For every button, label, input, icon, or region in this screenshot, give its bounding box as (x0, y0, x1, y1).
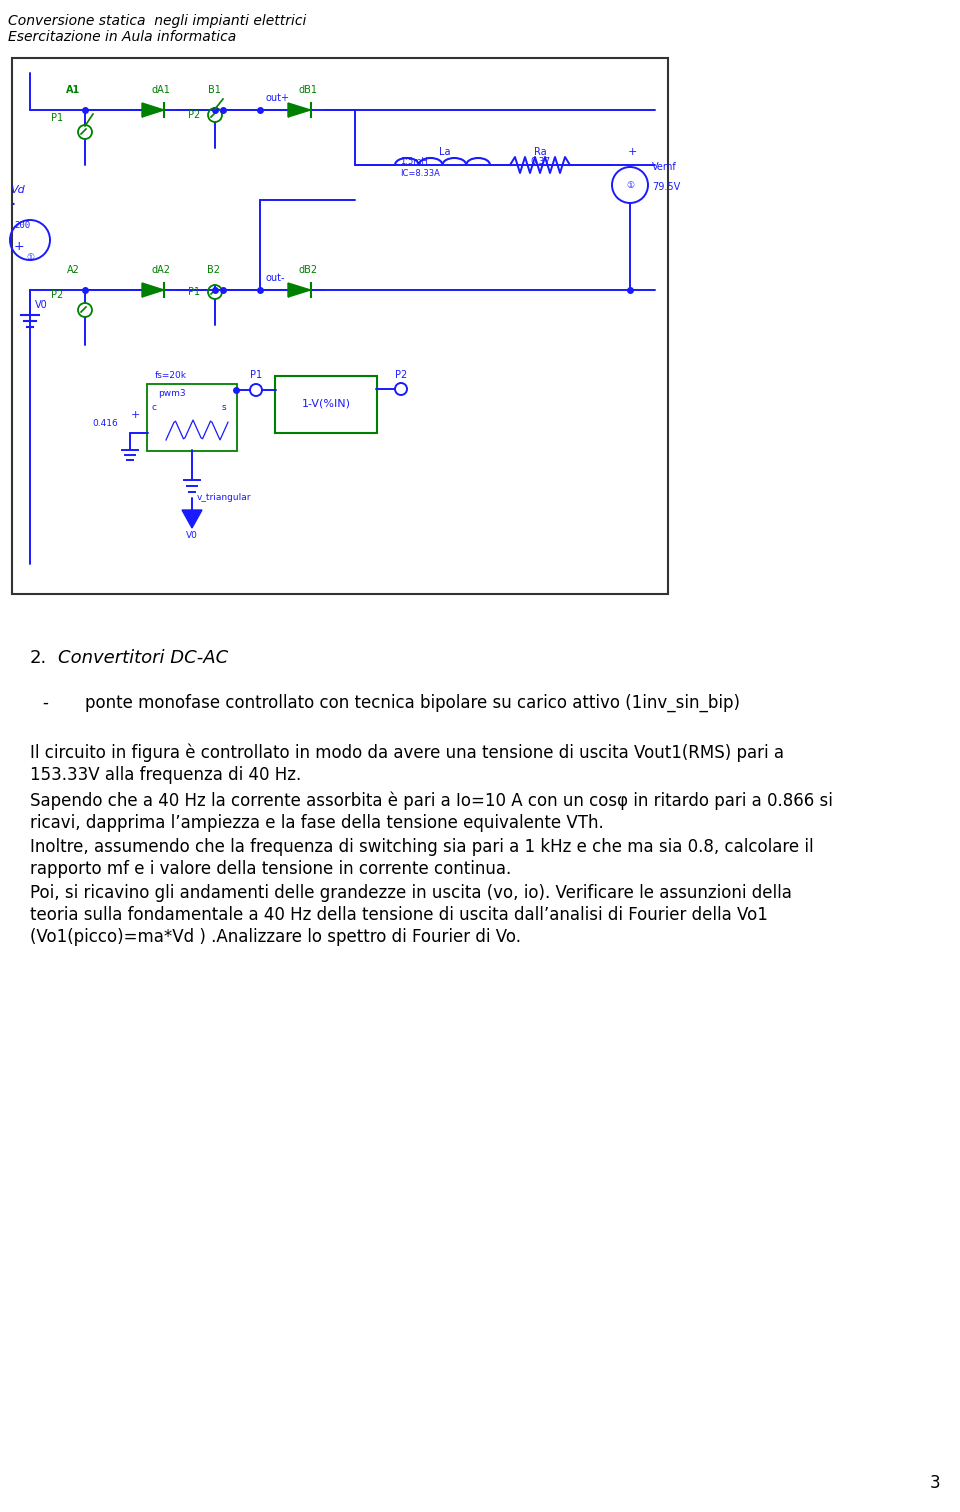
Text: Convertitori DC-AC: Convertitori DC-AC (58, 649, 228, 667)
Text: dB1: dB1 (299, 85, 318, 95)
Text: V0: V0 (35, 299, 48, 310)
Text: v_triangular: v_triangular (197, 493, 252, 502)
Text: .: . (10, 191, 15, 209)
Text: 200: 200 (14, 221, 30, 230)
Text: Ra: Ra (534, 147, 546, 157)
Polygon shape (142, 103, 164, 116)
Text: Esercitazione in Aula informatica: Esercitazione in Aula informatica (8, 30, 236, 44)
Text: P1: P1 (51, 113, 63, 122)
Text: 79.5V: 79.5V (652, 181, 681, 192)
Polygon shape (142, 283, 164, 296)
Text: Poi, si ricavino gli andamenti delle grandezze in uscita (vo, io). Verificare le: Poi, si ricavino gli andamenti delle gra… (30, 885, 792, 903)
Text: teoria sulla fondamentale a 40 Hz della tensione di uscita dall’analisi di Fouri: teoria sulla fondamentale a 40 Hz della … (30, 906, 768, 924)
Text: B1: B1 (207, 85, 221, 95)
Polygon shape (288, 103, 310, 116)
Text: 2.: 2. (30, 649, 47, 667)
Text: Inoltre, assumendo che la frequenza di switching sia pari a 1 kHz e che ma sia 0: Inoltre, assumendo che la frequenza di s… (30, 838, 814, 856)
Text: ponte monofase controllato con tecnica bipolare su carico attivo (1inv_sin_bip): ponte monofase controllato con tecnica b… (85, 694, 740, 712)
Text: rapporto mf e i valore della tensione in corrente continua.: rapporto mf e i valore della tensione in… (30, 860, 512, 878)
Text: s: s (222, 402, 226, 411)
Text: IC=8.33A: IC=8.33A (400, 169, 440, 178)
Text: +: + (627, 147, 636, 157)
Text: ricavi, dapprima l’ampiezza e la fase della tensione equivalente VTh.: ricavi, dapprima l’ampiezza e la fase de… (30, 813, 604, 832)
Text: -: - (42, 694, 48, 712)
Text: P1: P1 (250, 370, 262, 380)
Bar (12, 57, 668, 594)
Text: ①: ① (26, 254, 34, 263)
Text: P2: P2 (395, 370, 407, 380)
Text: dB2: dB2 (299, 265, 318, 275)
Text: Conversione statica  negli impianti elettrici: Conversione statica negli impianti elett… (8, 14, 306, 29)
FancyBboxPatch shape (275, 376, 377, 432)
Text: out-: out- (265, 274, 284, 283)
Text: 0.416: 0.416 (92, 419, 118, 428)
Text: dA2: dA2 (152, 265, 171, 275)
Text: pwm3: pwm3 (158, 389, 185, 398)
Text: Il circuito in figura è controllato in modo da avere una tensione di uscita Vout: Il circuito in figura è controllato in m… (30, 744, 784, 762)
Text: 1:5mH: 1:5mH (400, 157, 428, 166)
Text: P2: P2 (51, 290, 63, 299)
FancyBboxPatch shape (147, 384, 237, 451)
Text: ①: ① (626, 180, 634, 189)
Text: +: + (14, 240, 25, 254)
Polygon shape (182, 510, 202, 528)
Text: Vemf: Vemf (652, 162, 677, 172)
Polygon shape (288, 283, 310, 296)
Text: 153.33V alla frequenza di 40 Hz.: 153.33V alla frequenza di 40 Hz. (30, 767, 301, 785)
Text: (Vo1(picco)=ma*Vd ) .Analizzare lo spettro di Fourier di Vo.: (Vo1(picco)=ma*Vd ) .Analizzare lo spett… (30, 928, 521, 947)
Text: P2: P2 (188, 110, 200, 119)
Text: 3: 3 (929, 1474, 940, 1492)
Text: 1-V(%IN): 1-V(%IN) (301, 399, 350, 410)
Text: fs=20k: fs=20k (155, 370, 187, 380)
Text: dA1: dA1 (152, 85, 171, 95)
Text: c: c (151, 402, 156, 411)
Text: La: La (440, 147, 451, 157)
Text: 0.37: 0.37 (530, 157, 550, 166)
Text: P1: P1 (188, 287, 200, 296)
Text: out+: out+ (265, 94, 289, 103)
Text: V0: V0 (186, 532, 198, 540)
Text: Sapendo che a 40 Hz la corrente assorbita è pari a Io=10 A con un cosφ in ritard: Sapendo che a 40 Hz la corrente assorbit… (30, 792, 833, 810)
Text: A2: A2 (66, 265, 80, 275)
Text: Vd: Vd (10, 184, 25, 195)
Text: B2: B2 (207, 265, 221, 275)
Text: A1: A1 (66, 85, 80, 95)
Text: +: + (131, 410, 140, 420)
